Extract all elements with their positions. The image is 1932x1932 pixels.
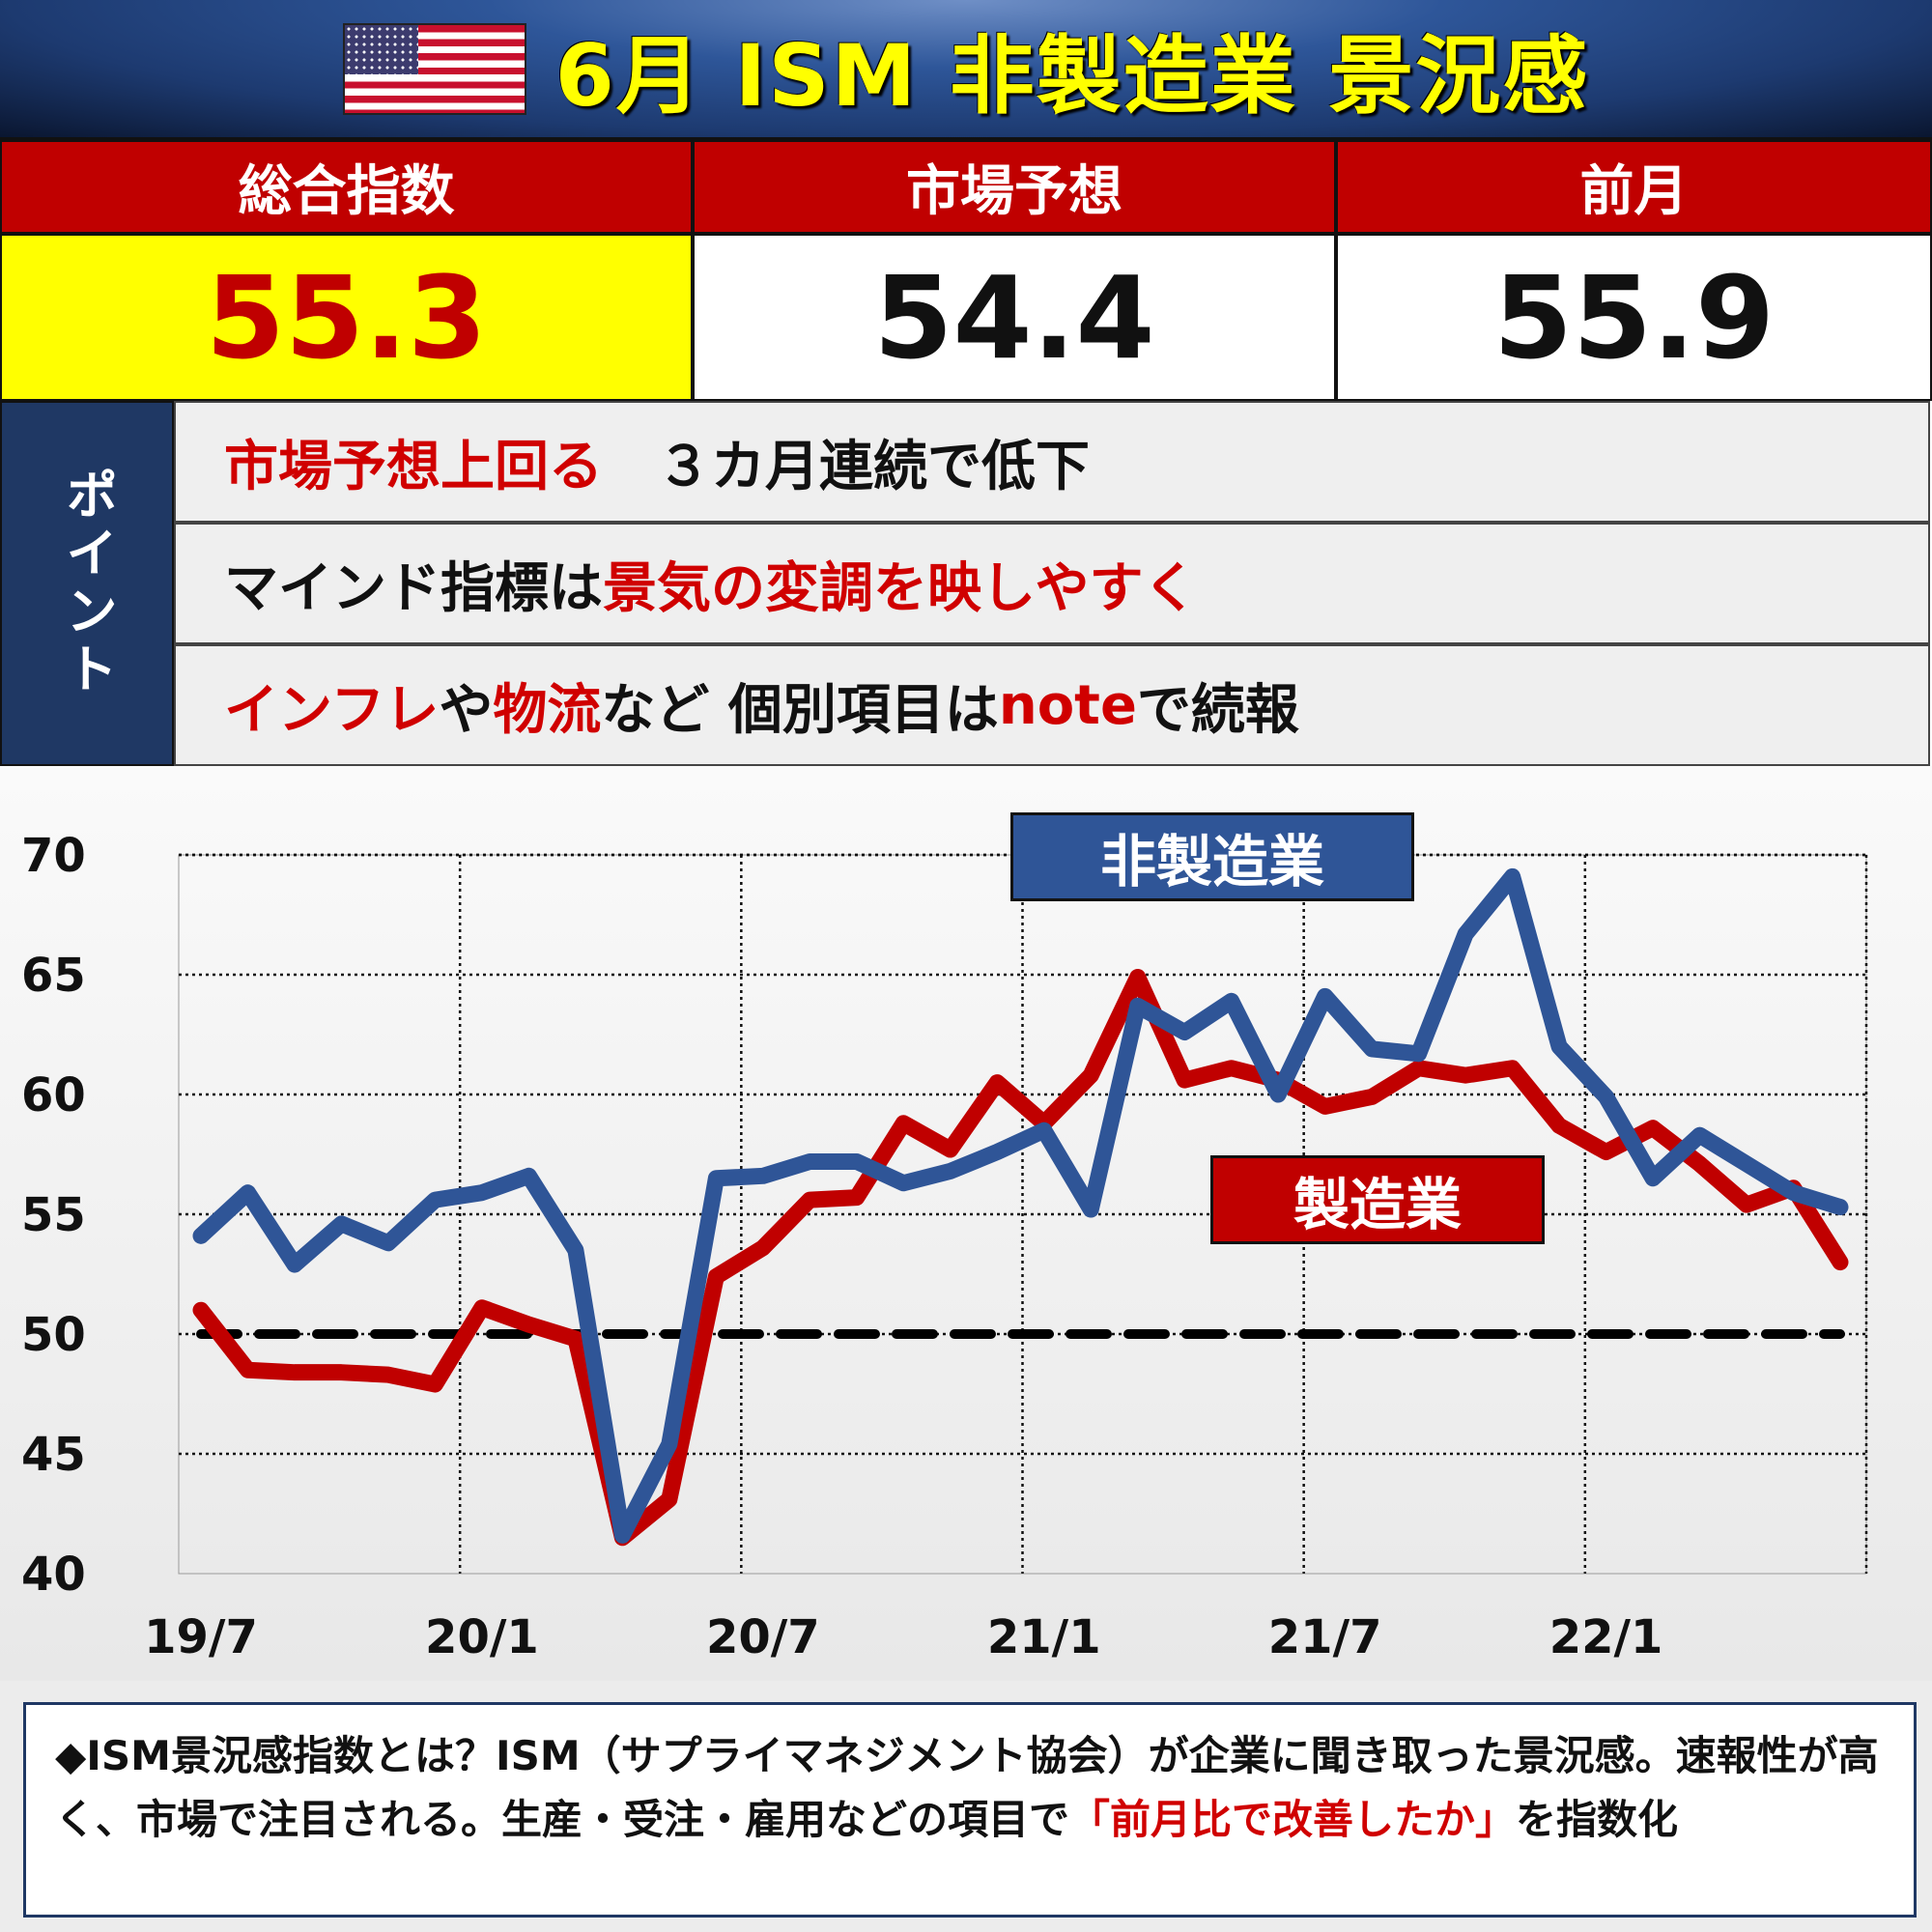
header-banner: 6月 ISM 非製造業 景況感	[0, 0, 1932, 140]
svg-text:45: 45	[21, 1428, 86, 1482]
svg-text:20/7: 20/7	[706, 1610, 820, 1664]
us-flag-icon	[342, 22, 526, 115]
point-row: 市場予想上回る ３カ月連続で低下	[174, 401, 1930, 523]
points-label: ポイント	[0, 401, 174, 766]
svg-text:40: 40	[21, 1548, 86, 1602]
stat-value-previous: 55.9	[1336, 234, 1932, 401]
stat-label-forecast: 市場予想	[693, 140, 1336, 234]
line-chart: 70 65 60 55 50 45 40 19/7 20/1 20/7 21/1 21/7 22/1 非…	[0, 766, 1932, 1681]
explanation-note: ◆ISM景況感指数とは？ISM（サプライマネジメント協会）が企業に聞き取った景況…	[23, 1702, 1917, 1918]
stats-table: 総合指数 市場予想 前月 55.3 54.4 55.9	[0, 140, 1932, 401]
stat-value-composite: 55.3	[0, 234, 693, 401]
svg-text:70: 70	[21, 829, 86, 883]
stat-label-previous: 前月	[1336, 140, 1932, 234]
svg-text:65: 65	[21, 949, 86, 1003]
stat-label-composite: 総合指数	[0, 140, 693, 234]
chart-plot: 70 65 60 55 50 45 40 19/7 20/1 20/7 21/1 21/7 22/1	[21, 829, 1868, 1664]
svg-text:55: 55	[21, 1188, 86, 1242]
svg-text:22/1: 22/1	[1549, 1610, 1663, 1664]
svg-text:50: 50	[21, 1308, 86, 1362]
page-title: 6月 ISM 非製造業 景況感	[554, 25, 1590, 126]
svg-text:21/7: 21/7	[1268, 1610, 1382, 1664]
svg-text:20/1: 20/1	[425, 1610, 539, 1664]
legend-manufacturing: 製造業	[1210, 1155, 1545, 1244]
point-row: マインド指標は 景気の変調を映しやすく	[174, 523, 1930, 644]
points-section: ポイント 市場予想上回る ３カ月連続で低下 マインド指標は 景気の変調を映しやすく…	[0, 401, 1932, 766]
svg-text:19/7: 19/7	[144, 1610, 258, 1664]
legend-non-manufacturing: 非製造業	[1010, 812, 1414, 901]
svg-text:60: 60	[21, 1068, 86, 1122]
point-row: インフレや物流 など 個別項目は note で続報	[174, 644, 1930, 766]
stat-value-forecast: 54.4	[693, 234, 1336, 401]
svg-text:21/1: 21/1	[987, 1610, 1101, 1664]
